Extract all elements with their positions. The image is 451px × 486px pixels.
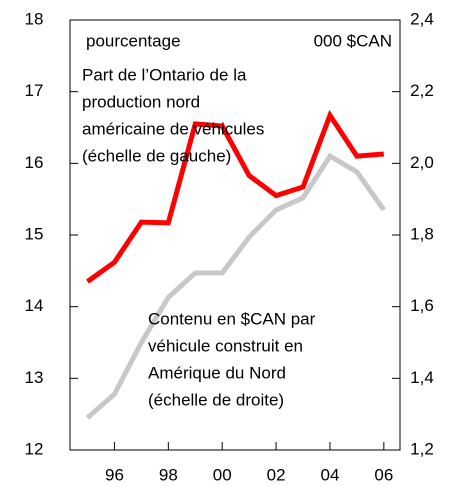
- y2-tick-label: 1,2: [410, 439, 434, 458]
- y-tick-label: 13: [25, 368, 44, 387]
- x-tick-label: 98: [159, 465, 178, 484]
- x-tick-label: 04: [320, 465, 339, 484]
- series-line: [85, 152, 386, 420]
- y-tick-label: 15: [25, 224, 44, 243]
- annotation: Part de l’Ontario de la: [82, 65, 247, 84]
- annotation: Contenu en $CAN par: [148, 309, 316, 328]
- annotation: américaine de véhicules: [82, 119, 264, 138]
- y2-tick-label: 1,8: [410, 224, 434, 243]
- y-tick-label: 12: [25, 439, 44, 458]
- y-tick-label: 18: [25, 9, 44, 28]
- x-tick-label: 96: [105, 465, 124, 484]
- y2-tick-label: 2,4: [410, 9, 434, 28]
- annotation: (échelle de gauche): [82, 146, 231, 165]
- y-tick-label: 17: [25, 81, 44, 100]
- y2-tick-label: 1,6: [410, 296, 434, 315]
- left-unit: pourcentage: [86, 31, 181, 50]
- y2-tick-label: 2,2: [410, 81, 434, 100]
- annotation: Amérique du Nord: [148, 363, 286, 382]
- y2-tick-label: 2,0: [410, 153, 434, 172]
- y2-tick-label: 1,4: [410, 368, 434, 387]
- series-line: [86, 109, 385, 284]
- x-tick-label: 00: [213, 465, 232, 484]
- x-tick-label: 02: [267, 465, 286, 484]
- annotation: (échelle de droite): [148, 390, 284, 409]
- right-unit: 000 $CAN: [314, 31, 392, 50]
- y-tick-label: 16: [25, 153, 44, 172]
- y-tick-label: 14: [25, 296, 44, 315]
- x-tick-label: 06: [374, 465, 393, 484]
- annotation: véhicule construit en: [148, 336, 303, 355]
- annotation: production nord: [82, 92, 200, 111]
